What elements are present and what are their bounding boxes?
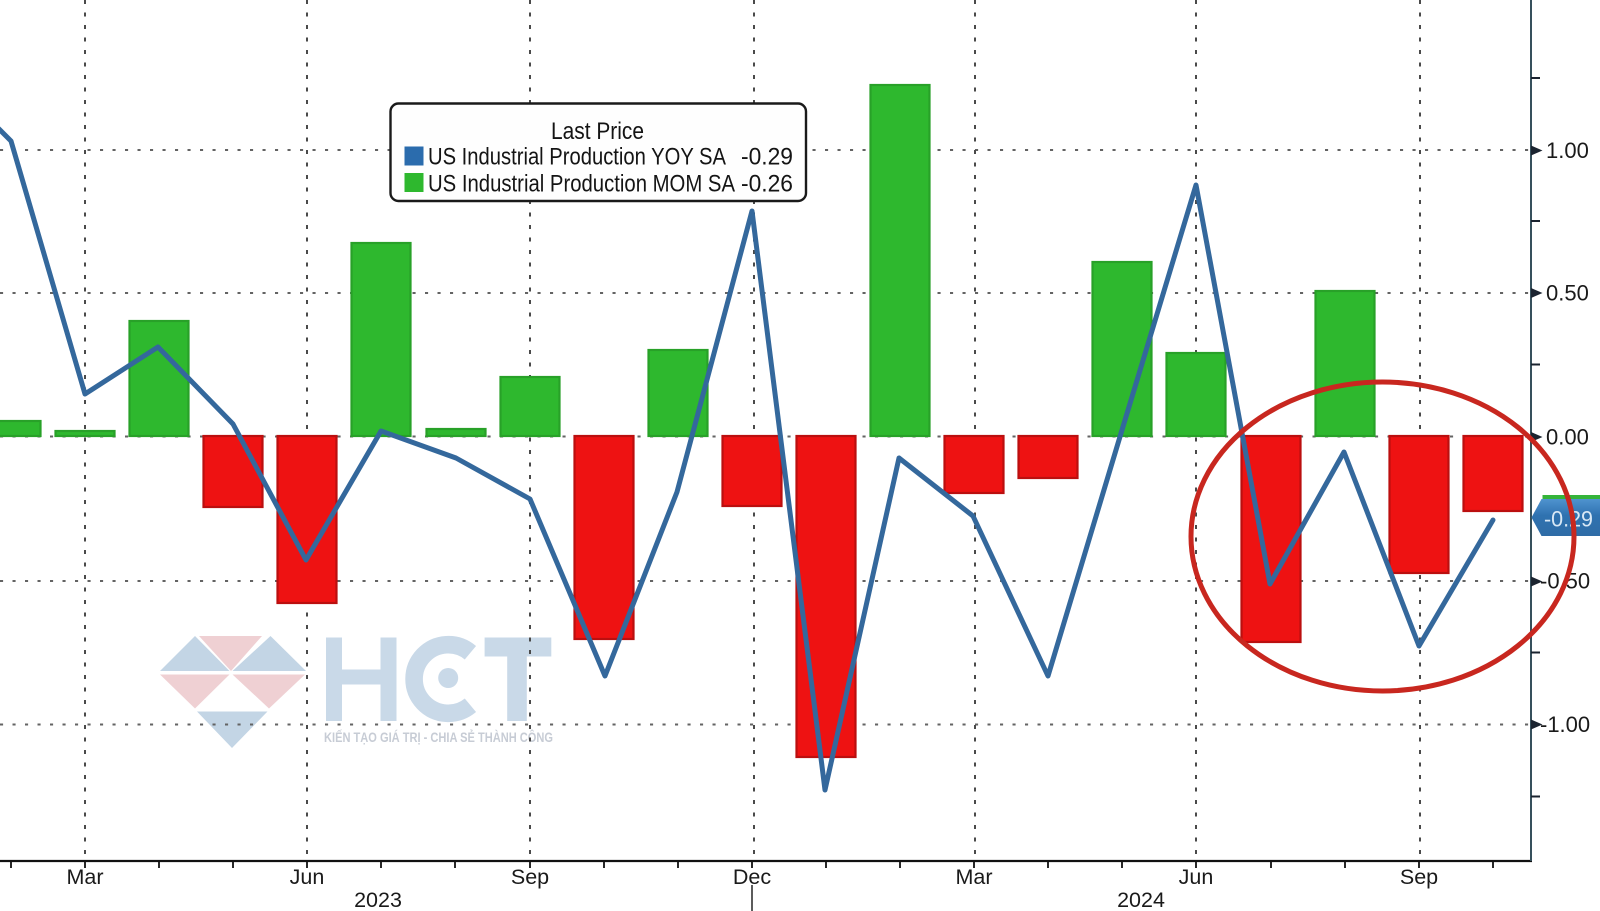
svg-text:Dec: Dec [733, 865, 771, 889]
svg-text:Mar: Mar [955, 865, 992, 889]
svg-text:Jun: Jun [290, 865, 325, 889]
svg-text:2023: 2023 [354, 888, 402, 911]
svg-text:Last Price: Last Price [551, 118, 644, 145]
svg-text:1.00: 1.00 [1546, 138, 1589, 163]
svg-text:0.00: 0.00 [1546, 425, 1589, 450]
svg-text:-0.29: -0.29 [1544, 507, 1593, 532]
svg-text:Jun: Jun [1179, 865, 1214, 889]
svg-text:KIẾN TẠO GIÁ TRỊ - CHIA SẺ THÀ: KIẾN TẠO GIÁ TRỊ - CHIA SẺ THÀNH CÔNG [324, 730, 553, 745]
svg-text:Mar: Mar [66, 865, 103, 889]
svg-text:2024: 2024 [1117, 888, 1165, 911]
svg-text:-0.29: -0.29 [741, 144, 793, 171]
svg-text:Sep: Sep [1400, 865, 1438, 889]
svg-text:-1.00: -1.00 [1540, 712, 1590, 737]
svg-text:US Industrial Production YOY S: US Industrial Production YOY SA [428, 144, 727, 171]
svg-text:-0.26: -0.26 [741, 171, 793, 198]
svg-text:Sep: Sep [511, 865, 549, 889]
svg-text:US Industrial Production MOM S: US Industrial Production MOM SA [428, 171, 736, 198]
svg-text:0.50: 0.50 [1546, 281, 1589, 306]
